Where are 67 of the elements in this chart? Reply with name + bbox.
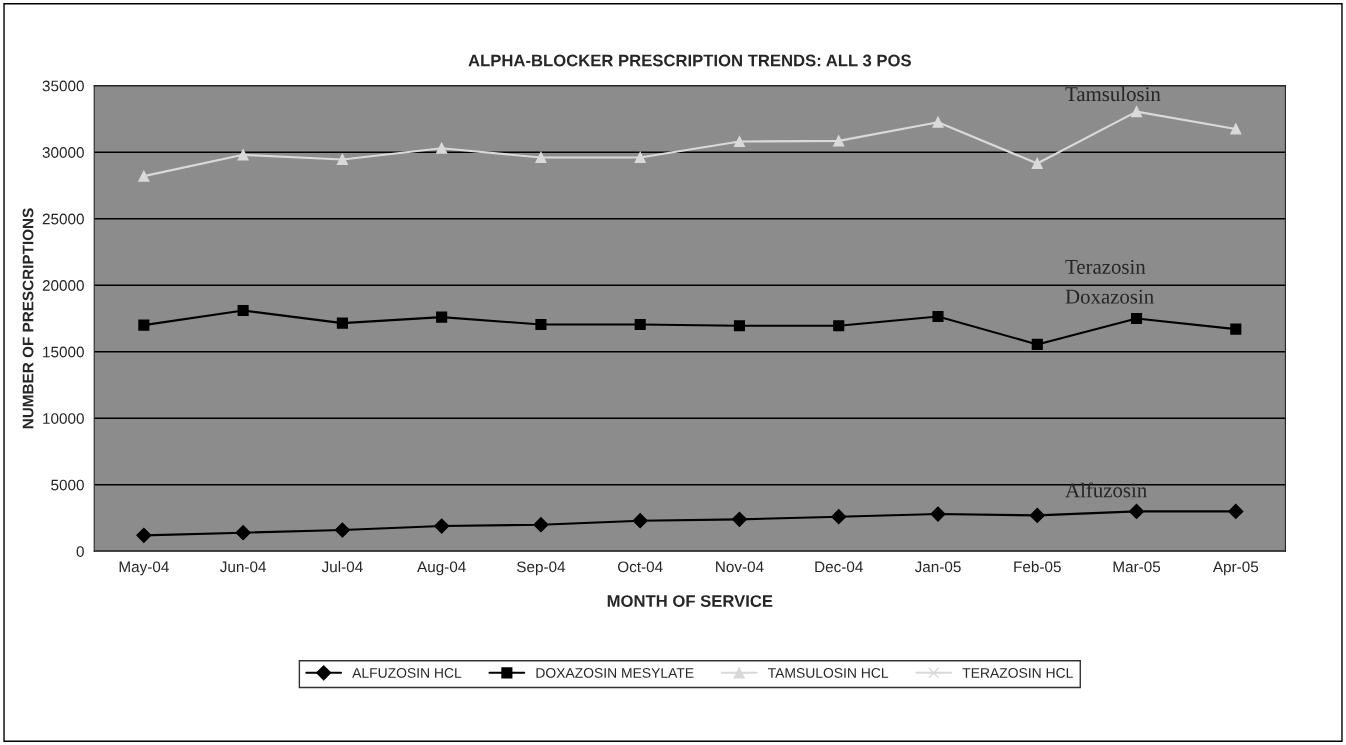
y-tick-label: 5000 <box>51 479 84 491</box>
annotation: Tamsulosin <box>1065 86 1161 102</box>
point <box>930 506 946 522</box>
point <box>731 511 748 527</box>
y-tick-label: 0 <box>76 546 84 557</box>
point <box>535 151 547 164</box>
point <box>1228 503 1244 519</box>
point <box>1130 106 1143 118</box>
point <box>1230 323 1242 335</box>
x-tick-label: Jun-04 <box>220 561 267 573</box>
x-tick-label: Sep-04 <box>516 561 566 576</box>
legend-label: TAMSULOSIN HCL <box>768 667 889 678</box>
point <box>932 116 944 128</box>
x-tick-label: Jan-05 <box>914 561 961 573</box>
point <box>334 522 350 538</box>
point <box>336 153 348 166</box>
point <box>831 509 847 525</box>
point <box>733 135 746 148</box>
y-tick-label: 10000 <box>43 413 84 424</box>
point <box>235 525 251 541</box>
y-axis-title: NUMBER OF PRESCRIPTIONS <box>22 208 34 429</box>
x-tick-label: Dec-04 <box>815 561 863 573</box>
point <box>1031 157 1043 170</box>
x-tick-label: Aug-04 <box>417 561 466 576</box>
x-tick-label: Apr-05 <box>1212 561 1259 576</box>
point <box>533 517 549 533</box>
point <box>237 149 249 161</box>
point <box>138 319 150 331</box>
chart-title: ALPHA-BLOCKER PRESCRIPTION TRENDS: ALL 3 POS <box>468 54 911 67</box>
legend-label: DOXAZOSIN MESYLATE <box>536 667 694 678</box>
annotation: Doxazosin <box>1065 289 1154 304</box>
point <box>1130 312 1143 325</box>
point <box>136 527 152 543</box>
point <box>535 318 547 331</box>
y-tick-label: 30000 <box>42 147 84 158</box>
point <box>1230 123 1242 135</box>
legend-label: TERAZOSIN HCL <box>962 667 1073 678</box>
point <box>632 513 648 529</box>
legend-label: ALFUZOSIN HCL <box>352 667 462 678</box>
point <box>1128 503 1145 519</box>
x-tick-label: Mar-05 <box>1113 561 1161 573</box>
point <box>336 317 348 329</box>
point <box>436 142 448 154</box>
point <box>138 170 150 182</box>
y-tick-label: 15000 <box>43 346 84 358</box>
y-tick-label: 35000 <box>42 80 84 92</box>
x-tick-label: Jul-04 <box>321 561 363 573</box>
point <box>237 304 249 317</box>
point <box>1031 338 1043 350</box>
annotation: Alfuzosin <box>1065 482 1147 498</box>
point <box>634 318 646 331</box>
x-axis-title: MONTH OF SERVICE <box>607 595 773 607</box>
point <box>733 320 746 332</box>
point <box>1029 507 1045 523</box>
x-tick-label: Feb-05 <box>1014 561 1061 573</box>
point <box>932 310 944 323</box>
point <box>436 311 448 323</box>
point <box>833 135 845 147</box>
point <box>634 151 646 164</box>
annotation: Terazosin <box>1065 259 1146 274</box>
point <box>833 320 845 332</box>
x-tick-label: May-04 <box>119 561 169 576</box>
x-tick-label: Nov-04 <box>716 561 764 573</box>
point <box>434 518 450 534</box>
y-tick-label: 25000 <box>42 213 84 225</box>
y-tick-label: 20000 <box>42 280 84 291</box>
x-tick-label: Oct-04 <box>617 561 663 573</box>
